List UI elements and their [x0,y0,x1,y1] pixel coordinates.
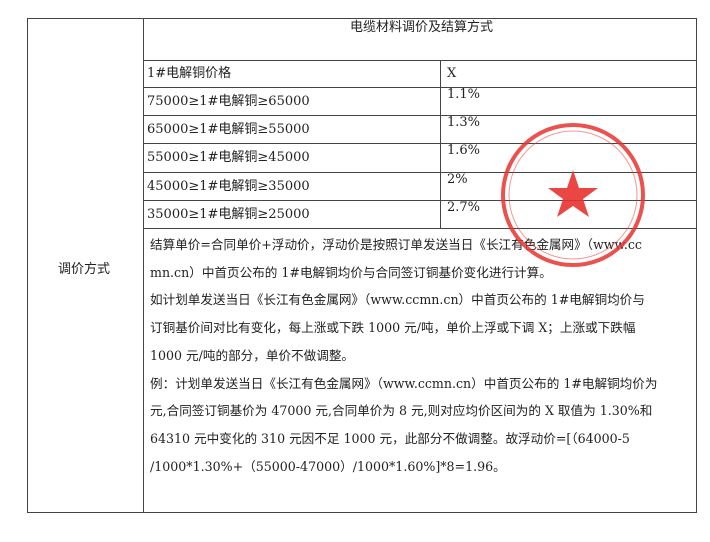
paragraph-line: mn.cn）中首页公布的 1#电解铜均价与合同签订铜基价变化进行计算。 [150,264,552,280]
paragraph-line: 元,合同签订铜基价为 47000 元,合同单价为 8 元,则对应均价区间为的 X… [150,403,653,419]
x-value-cell: 2% [447,171,468,187]
border-left [27,18,28,513]
row-line [143,87,697,88]
x-value-cell: 1.1% [447,87,481,102]
price-range-cell: 45000≥1#电解铜≥35000 [147,178,310,194]
row-line [143,60,697,61]
x-value-cell: 1.3% [447,115,481,131]
border-bottom [27,512,697,513]
x-column-divider [440,60,441,228]
row-line [143,143,697,144]
paragraph-line: 64310 元中变化的 310 元因不足 1000 元，此部分不做调整。故浮动价… [150,430,630,446]
row-line [143,172,697,173]
border-top [27,18,697,19]
star-icon [548,170,598,217]
price-range-cell: 55000≥1#电解铜≥45000 [147,150,310,166]
column-divider [143,18,144,513]
header-price: 1#电解铜价格 [147,66,232,81]
border-right [696,18,697,513]
row-line [143,115,697,116]
x-value-cell: 1.6% [447,143,481,159]
paragraph-line: 例：计划单发送当日《长江有色金属网》（www.ccmn.cn）中首页公布的 1#… [150,375,658,391]
paragraph-line: 结算单价=合同单价+浮动价，浮动价是按照订单发送当日《长江有色金属网》（www.… [150,237,642,252]
price-range-cell: 35000≥1#电解铜≥25000 [147,206,310,222]
left-label: 调价方式 [58,262,111,277]
x-value-cell: 2.7% [447,199,481,215]
price-range-cell: 75000≥1#电解铜≥65000 [147,94,310,109]
price-range-cell: 65000≥1#电解铜≥55000 [147,122,310,138]
paragraph-line: /1000*1.30%+（55000-47000）/1000*1.60%]*8=… [150,458,506,474]
row-line [143,200,697,201]
row-line [143,228,697,229]
paragraph-line: 1000 元/吨的部分，单价不做调整。 [150,347,355,363]
page-title: 电缆材料调价及结算方式 [350,20,494,35]
paragraph-line: 订铜基价间对比有变化，每上涨或下跌 1000 元/吨，单价上浮或下调 X；上涨或… [150,320,636,336]
header-x: X [447,66,457,81]
paragraph-line: 如计划单发送当日《长江有色金属网》（www.ccmn.cn）中首页公布的 1#电… [150,292,645,308]
